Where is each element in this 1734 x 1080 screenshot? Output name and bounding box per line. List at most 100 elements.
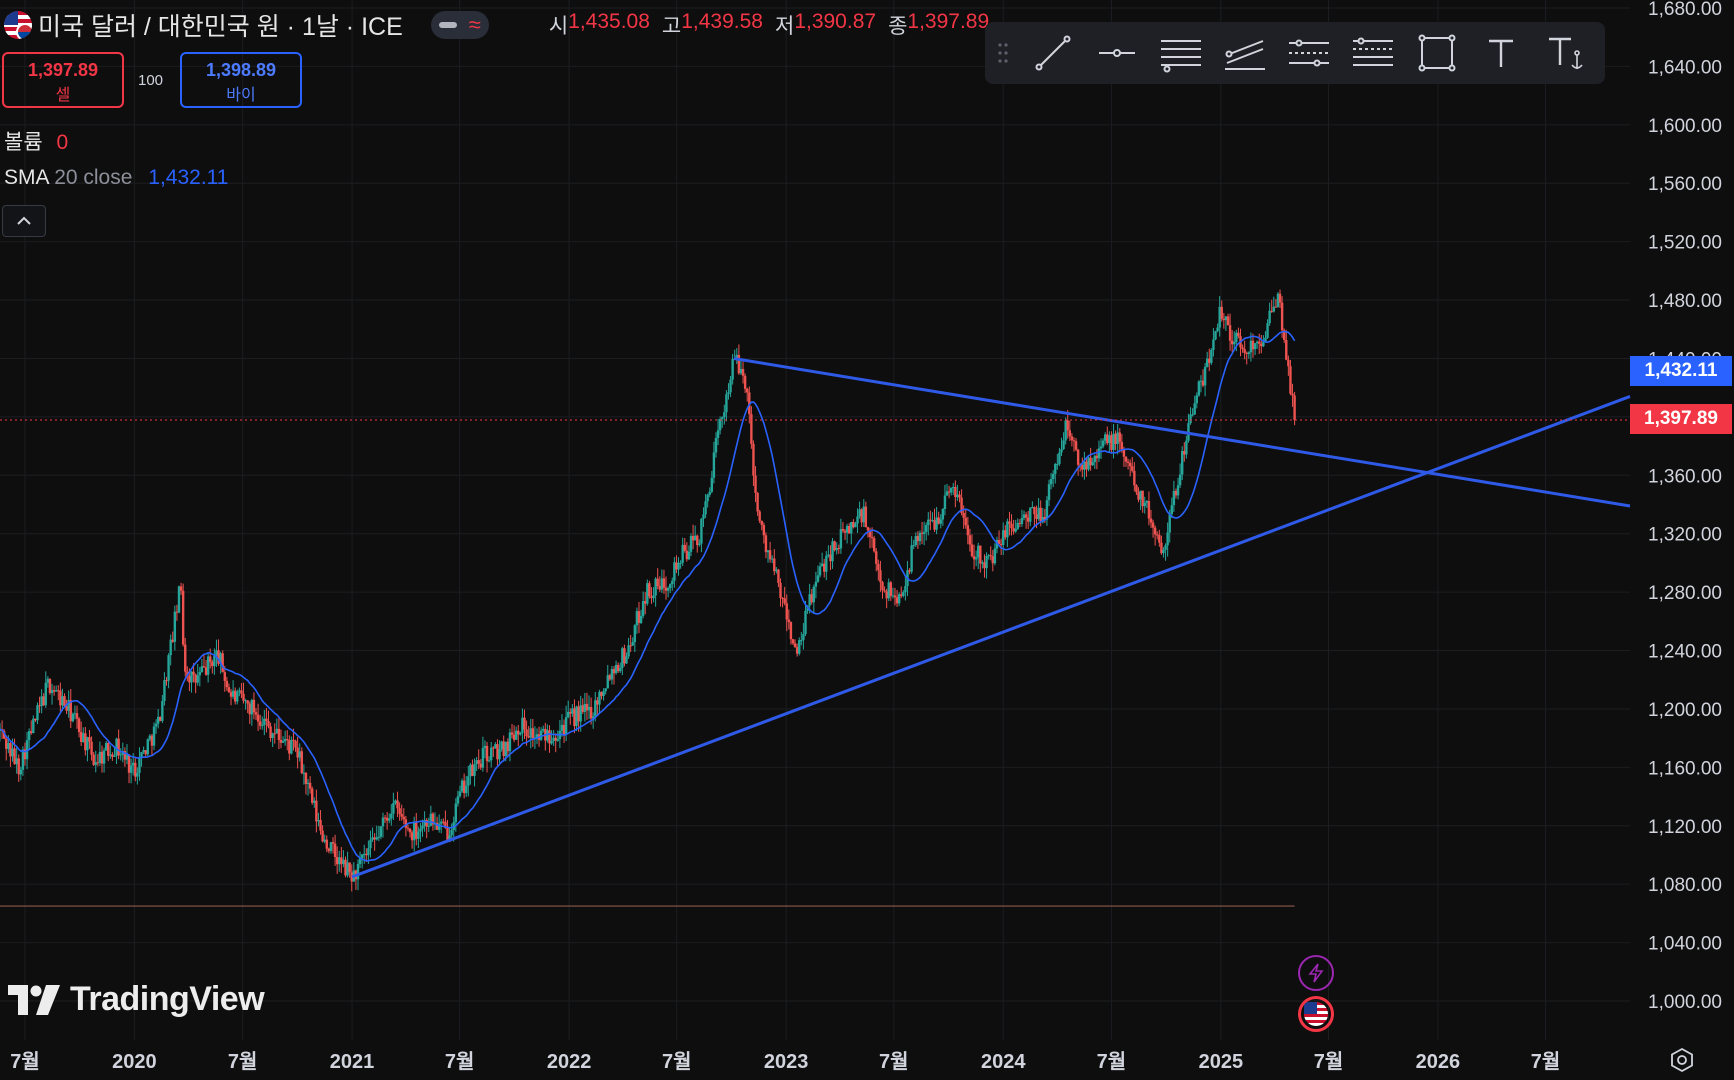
candle	[129, 758, 133, 784]
candle	[1189, 407, 1192, 425]
candle	[1022, 510, 1026, 521]
symbol-title[interactable]: 미국 달러 / 대한민국 원 · 1날 · ICE	[38, 13, 403, 41]
candle	[850, 521, 853, 545]
candle	[1228, 313, 1232, 351]
candle	[1020, 509, 1024, 527]
candle	[23, 742, 27, 766]
grip-icon[interactable]	[985, 22, 1021, 84]
candle	[254, 708, 258, 720]
candle	[974, 550, 978, 567]
parallel-channel-icon[interactable]	[1149, 22, 1213, 84]
candle	[1191, 408, 1194, 417]
candle	[181, 583, 185, 647]
candle	[904, 576, 907, 601]
watermark-text: TradingView	[70, 980, 265, 1018]
candle	[600, 691, 603, 700]
candle	[444, 810, 447, 829]
chart-mode-toggle[interactable]: ≈	[430, 11, 489, 39]
anchored-text-icon[interactable]	[1533, 22, 1597, 84]
candle	[910, 536, 913, 574]
candle	[319, 810, 322, 835]
candle	[579, 695, 582, 732]
candle	[993, 543, 997, 566]
candle	[519, 731, 522, 736]
candle	[533, 726, 537, 749]
settings-icon[interactable]	[1668, 1046, 1696, 1074]
minus-icon[interactable]	[438, 22, 457, 28]
candle	[639, 609, 643, 624]
horizontal-ray-icon[interactable]	[1085, 22, 1149, 84]
buy-button[interactable]: 1,398.89 바이	[180, 52, 302, 108]
candle	[471, 759, 474, 777]
candle	[1274, 298, 1278, 308]
candle	[812, 584, 816, 614]
candle	[650, 587, 653, 604]
rectangle-icon[interactable]	[1405, 22, 1469, 84]
candle	[1210, 348, 1213, 365]
approx-icon[interactable]: ≈	[468, 12, 481, 37]
candle	[184, 637, 187, 677]
candle	[912, 539, 915, 550]
candle	[1151, 519, 1155, 538]
candle	[1278, 289, 1282, 309]
disjoint-channel-icon[interactable]	[1341, 22, 1405, 84]
candle	[138, 747, 141, 781]
candle	[514, 726, 518, 741]
candle	[721, 416, 724, 428]
candle	[687, 545, 691, 560]
candle	[327, 847, 331, 854]
trend-line-icon[interactable]	[1021, 22, 1085, 84]
candle	[1149, 509, 1153, 528]
candle	[914, 532, 917, 547]
candle	[666, 586, 670, 598]
tradingview-logo[interactable]: TradingView	[8, 980, 265, 1019]
candle	[768, 541, 772, 563]
candle	[252, 692, 256, 720]
y-tick-label: 1,480.00	[1648, 291, 1722, 312]
candle	[610, 665, 614, 685]
candle	[943, 484, 947, 516]
candle	[918, 530, 922, 546]
candle	[1060, 437, 1063, 457]
candle	[352, 862, 356, 882]
low-value: 1,390.87	[794, 10, 877, 33]
us-flag-event-icon[interactable]	[1298, 996, 1334, 1032]
candle	[1293, 391, 1296, 426]
regression-trend-icon[interactable]	[1213, 22, 1277, 84]
candle	[791, 638, 795, 646]
trendline-descending-resistance[interactable]	[733, 356, 1631, 508]
candle	[739, 359, 743, 375]
trendline-ascending-support[interactable]	[351, 395, 1631, 879]
candle	[702, 507, 705, 528]
candle	[13, 738, 16, 765]
lightning-icon[interactable]	[1298, 955, 1334, 991]
candle	[908, 568, 911, 575]
candle	[248, 701, 251, 724]
collapse-legend-button[interactable]	[2, 205, 46, 237]
candle	[949, 487, 953, 496]
candle	[783, 586, 786, 606]
candle	[427, 817, 430, 833]
candle	[591, 712, 595, 729]
candle	[785, 594, 788, 632]
candle	[1114, 430, 1117, 451]
candle	[839, 518, 843, 554]
candle	[845, 523, 849, 544]
sma-legend[interactable]: SMA 20 close 1,432.11	[4, 166, 228, 190]
candle	[966, 516, 970, 545]
candle	[852, 519, 855, 529]
candle	[44, 671, 47, 708]
volume-legend[interactable]: 볼륨 0	[4, 126, 68, 156]
candle	[562, 719, 566, 743]
candle	[718, 416, 722, 435]
candle	[1199, 375, 1203, 393]
text-icon[interactable]	[1469, 22, 1533, 84]
candle	[442, 818, 445, 825]
candle	[1272, 296, 1275, 313]
flat-top-bottom-icon[interactable]	[1277, 22, 1341, 84]
candle	[0, 723, 2, 742]
sell-button[interactable]: 1,397.89 셀	[2, 52, 124, 108]
candle	[227, 683, 231, 693]
candle	[17, 754, 20, 782]
